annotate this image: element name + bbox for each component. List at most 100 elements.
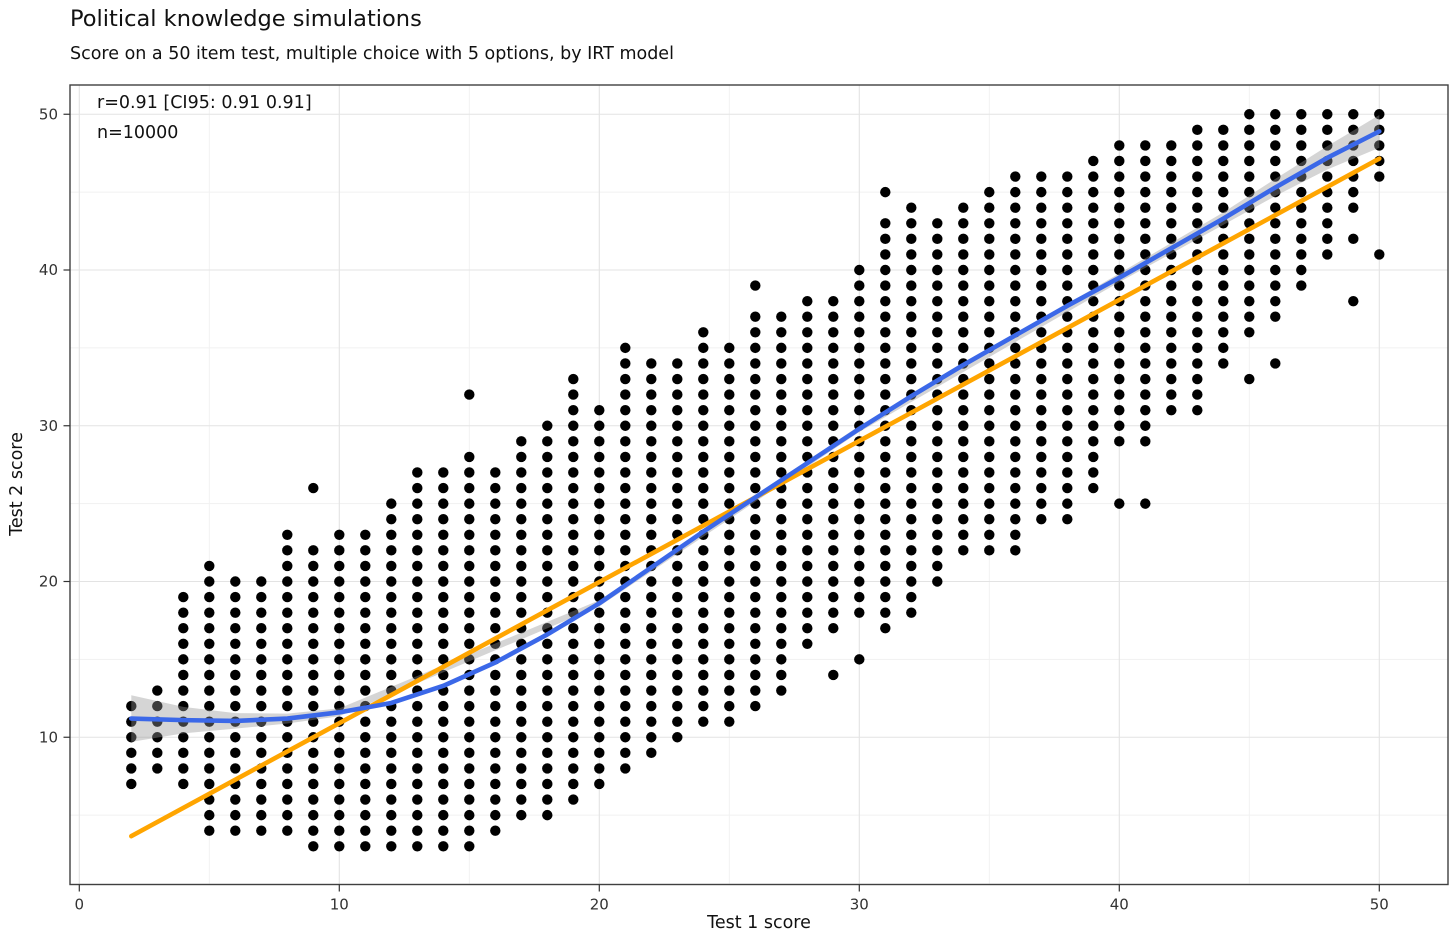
scatter-dot	[1192, 280, 1203, 291]
scatter-dot	[620, 747, 631, 759]
scatter-dot	[594, 467, 605, 478]
scatter-dot	[1218, 311, 1229, 322]
scatter-dot	[854, 358, 865, 369]
scatter-dot	[854, 389, 865, 400]
scatter-dot	[1088, 404, 1099, 416]
scatter-dot	[1140, 186, 1151, 198]
scatter-dot	[204, 623, 215, 634]
scatter-dot	[282, 669, 293, 681]
scatter-dot	[438, 669, 449, 681]
y-axis-title: Test 2 score	[7, 432, 27, 536]
scatter-dot	[724, 669, 735, 681]
scatter-dot	[412, 700, 423, 712]
scatter-dot	[438, 732, 449, 743]
scatter-dot	[1322, 218, 1333, 229]
scatter-dot	[776, 373, 787, 385]
scatter-dot	[386, 747, 397, 759]
x-axis-tick-label: 10	[330, 896, 349, 914]
scatter-dot	[828, 420, 839, 431]
scatter-dot	[1062, 358, 1073, 369]
scatter-dot	[776, 685, 787, 696]
scatter-dot	[776, 342, 787, 354]
scatter-dot	[646, 716, 657, 727]
scatter-dot	[1270, 295, 1281, 307]
scatter-dot	[1036, 249, 1047, 260]
scatter-dot	[698, 591, 709, 603]
scatter-dot	[776, 327, 787, 338]
scatter-dot	[568, 529, 579, 540]
scatter-dot	[906, 342, 917, 354]
scatter-dot	[672, 732, 683, 743]
scatter-dot	[620, 514, 631, 525]
scatter-dot	[672, 576, 683, 587]
scatter-dot	[1140, 155, 1151, 167]
scatter-dot	[464, 451, 475, 463]
scatter-dot	[438, 763, 449, 774]
scatter-dot	[802, 560, 813, 572]
scatter-dot	[594, 420, 605, 431]
scatter-dot	[516, 685, 527, 696]
scatter-dot	[386, 591, 397, 603]
scatter-dot	[230, 700, 241, 712]
scatter-dot	[490, 545, 501, 556]
scatter-dot	[672, 451, 683, 463]
scatter-dot	[230, 747, 241, 759]
scatter-dot	[854, 467, 865, 478]
scatter-dot	[568, 778, 579, 790]
scatter-dot	[1244, 155, 1255, 167]
scatter-dot	[256, 825, 267, 836]
scatter-dot	[204, 591, 215, 603]
scatter-dot	[516, 607, 527, 618]
scatter-dot	[308, 716, 319, 727]
scatter-dot	[594, 404, 605, 416]
scatter-dot	[1010, 280, 1021, 291]
scatter-dot	[828, 404, 839, 416]
scatter-dot	[1140, 358, 1151, 369]
scatter-dot	[958, 311, 969, 322]
scatter-dot	[776, 311, 787, 322]
scatter-dot	[802, 358, 813, 369]
scatter-dot	[620, 373, 631, 385]
scatter-dot	[958, 514, 969, 525]
scatter-dot	[1166, 342, 1177, 354]
scatter-dot	[1244, 327, 1255, 338]
scatter-dot	[724, 482, 735, 494]
scatter-dot	[282, 794, 293, 805]
scatter-dot	[1062, 498, 1073, 509]
scatter-dot	[308, 841, 319, 852]
scatter-dot	[932, 436, 943, 447]
scatter-dot	[204, 763, 215, 774]
scatter-dot	[1166, 295, 1177, 307]
scatter-dot	[1010, 295, 1021, 307]
scatter-dot	[282, 700, 293, 712]
scatter-dot	[594, 669, 605, 681]
scatter-dot	[1218, 186, 1229, 198]
scatter-dot	[464, 607, 475, 618]
scatter-dot	[542, 638, 553, 649]
scatter-dot	[256, 623, 267, 634]
scatter-dot	[490, 623, 501, 634]
scatter-dot	[1010, 498, 1021, 509]
scatter-dot	[438, 591, 449, 603]
scatter-dot	[776, 576, 787, 587]
scatter-dot	[334, 623, 345, 634]
scatter-dot	[438, 576, 449, 587]
scatter-dot	[646, 373, 657, 385]
scatter-dot	[1010, 264, 1021, 276]
scatter-dot	[750, 638, 761, 649]
scatter-dot	[230, 794, 241, 805]
scatter-dot	[776, 420, 787, 431]
scatter-dot	[204, 685, 215, 696]
scatter-dot	[464, 794, 475, 805]
scatter-dot	[776, 638, 787, 649]
scatter-dot	[880, 436, 891, 447]
scatter-dot	[178, 685, 189, 696]
scatter-dot	[1348, 124, 1359, 136]
scatter-dot	[672, 467, 683, 478]
scatter-dot	[308, 778, 319, 790]
scatter-dot	[334, 576, 345, 587]
scatter-dot	[698, 342, 709, 354]
scatter-dot	[1010, 249, 1021, 260]
scatter-dot	[802, 295, 813, 307]
scatter-dot	[178, 700, 189, 712]
